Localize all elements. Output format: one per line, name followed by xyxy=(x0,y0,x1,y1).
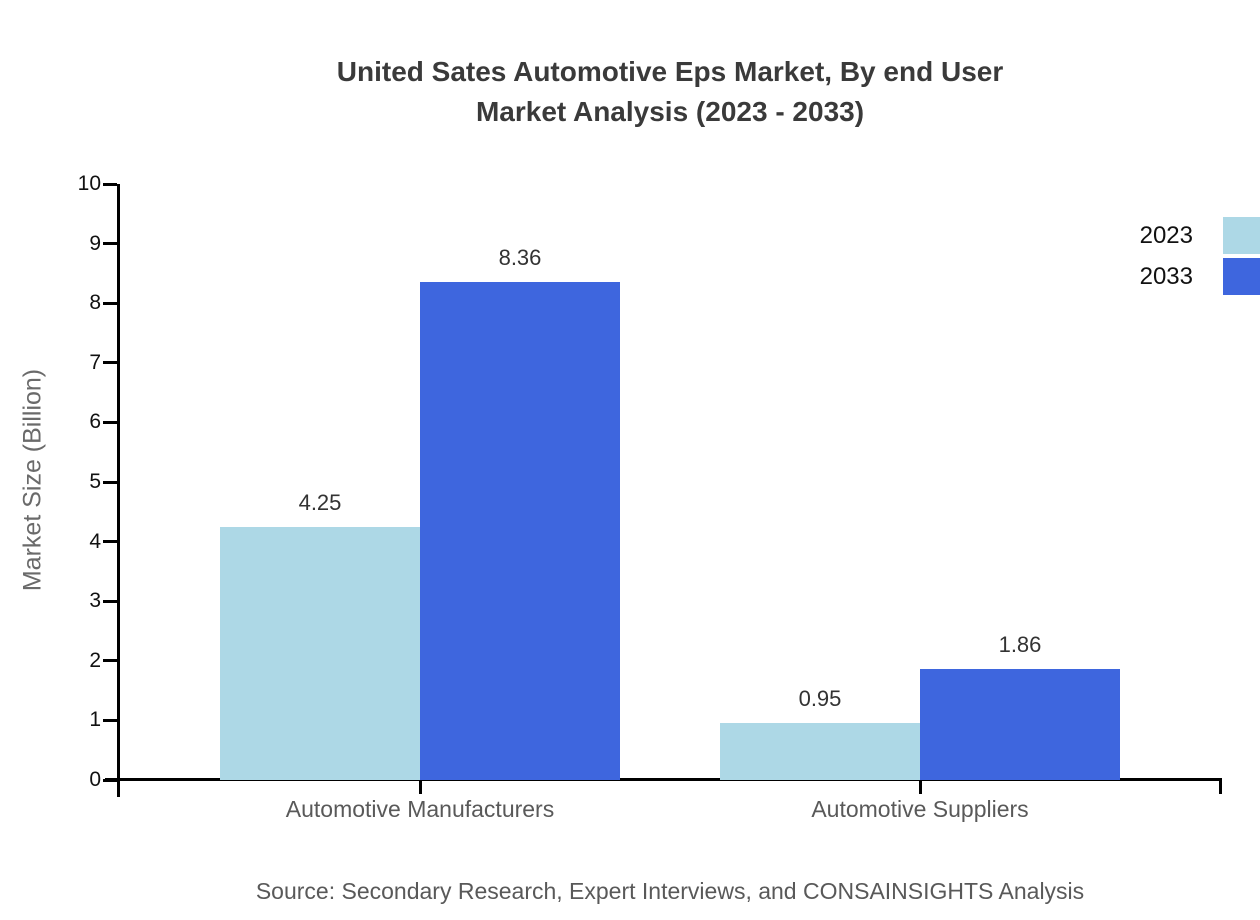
bar-2033 xyxy=(920,669,1120,780)
y-tick-mark xyxy=(103,778,117,782)
y-tick-label: 3 xyxy=(89,589,101,613)
y-tick-mark xyxy=(103,718,117,722)
y-axis-label: Market Size (Billion) xyxy=(18,368,47,592)
bar-value-label: 0.95 xyxy=(798,686,842,712)
legend-swatch-2023 xyxy=(1223,217,1260,254)
legend-item-2033: 2033 xyxy=(1140,258,1260,295)
x-axis-end-tick xyxy=(1219,778,1222,794)
y-axis-line xyxy=(117,184,120,797)
y-tick-mark xyxy=(103,480,117,484)
y-tick-mark xyxy=(103,182,117,186)
y-tick-label: 5 xyxy=(89,470,101,493)
x-tick-mark xyxy=(418,778,422,794)
y-tick-label: 4 xyxy=(89,529,101,553)
y-tick-mark xyxy=(103,301,117,305)
chart-title-line-2: Market Analysis (2023 - 2033) xyxy=(475,96,865,127)
y-tick-label: 10 xyxy=(77,172,101,195)
legend-item-2023: 2023 xyxy=(1140,217,1260,254)
legend-swatch-2033 xyxy=(1223,258,1260,295)
y-tick-mark xyxy=(103,361,117,365)
y-tick-label: 2 xyxy=(89,648,101,672)
y-tick-label: 8 xyxy=(89,291,101,315)
category-label: Automotive Suppliers xyxy=(811,796,1029,822)
bar-value-label: 8.36 xyxy=(498,244,542,270)
category-label: Automotive Manufacturers xyxy=(285,796,555,822)
y-tick-label: 6 xyxy=(89,410,101,434)
y-tick-mark xyxy=(103,659,117,663)
chart-title: United Sates Automotive Eps Market, By e… xyxy=(0,52,1260,132)
y-tick-mark xyxy=(103,242,117,246)
y-tick-mark xyxy=(103,540,117,544)
x-axis-line xyxy=(105,778,1222,781)
y-tick-mark xyxy=(103,599,117,603)
legend-label: 2033 xyxy=(1139,262,1193,290)
bar-value-label: 1.86 xyxy=(998,632,1042,658)
bar-value-label: 4.25 xyxy=(298,489,342,515)
y-tick-label: 1 xyxy=(89,708,101,732)
y-tick-label: 7 xyxy=(89,350,101,374)
bar-2033 xyxy=(420,281,620,780)
source-note: Source: Secondary Research, Expert Inter… xyxy=(255,878,1085,904)
legend: 2023 2033 xyxy=(1140,217,1260,299)
chart-title-line-1: United Sates Automotive Eps Market, By e… xyxy=(336,56,1004,87)
bar-2023 xyxy=(720,723,920,780)
x-tick-mark xyxy=(918,778,922,794)
y-tick-label: 9 xyxy=(89,231,101,255)
bar-2023 xyxy=(220,526,420,780)
y-tick-label: 0 xyxy=(89,768,101,791)
legend-label: 2023 xyxy=(1139,221,1193,249)
y-tick-mark xyxy=(103,420,117,424)
